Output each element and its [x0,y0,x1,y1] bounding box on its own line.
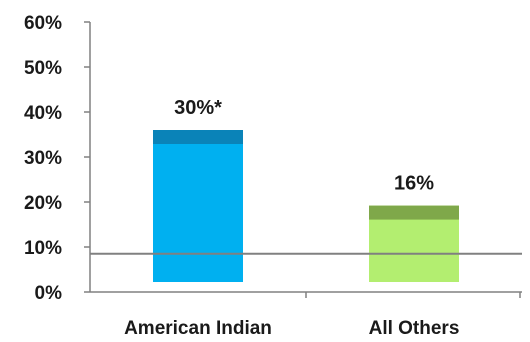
y-tick-label: 40% [24,103,62,124]
x-tick-label: All Others [369,318,460,337]
x-axis-ticks [305,292,521,298]
y-axis-tick-labels: 0% 10% 20% 30% 40% 50% 60% [24,13,62,304]
bar-cap [369,205,459,220]
y-tick-label: 20% [24,193,62,214]
data-labels-group: 30%* 16% [174,97,434,195]
bar-cap [153,130,243,144]
x-tick-label: American Indian [124,318,272,337]
data-label: 30%* [174,97,222,119]
data-label: 16% [394,173,434,195]
bar [153,130,243,282]
y-tick-label: 30% [24,148,62,169]
bars-group [153,130,459,282]
y-tick-label: 50% [24,58,62,79]
y-tick-label: 0% [35,283,63,304]
y-tick-label: 10% [24,238,62,259]
y-tick-label: 60% [24,13,62,34]
y-axis-ticks [84,21,90,293]
x-axis-tick-labels: American Indian All Others [124,318,460,339]
